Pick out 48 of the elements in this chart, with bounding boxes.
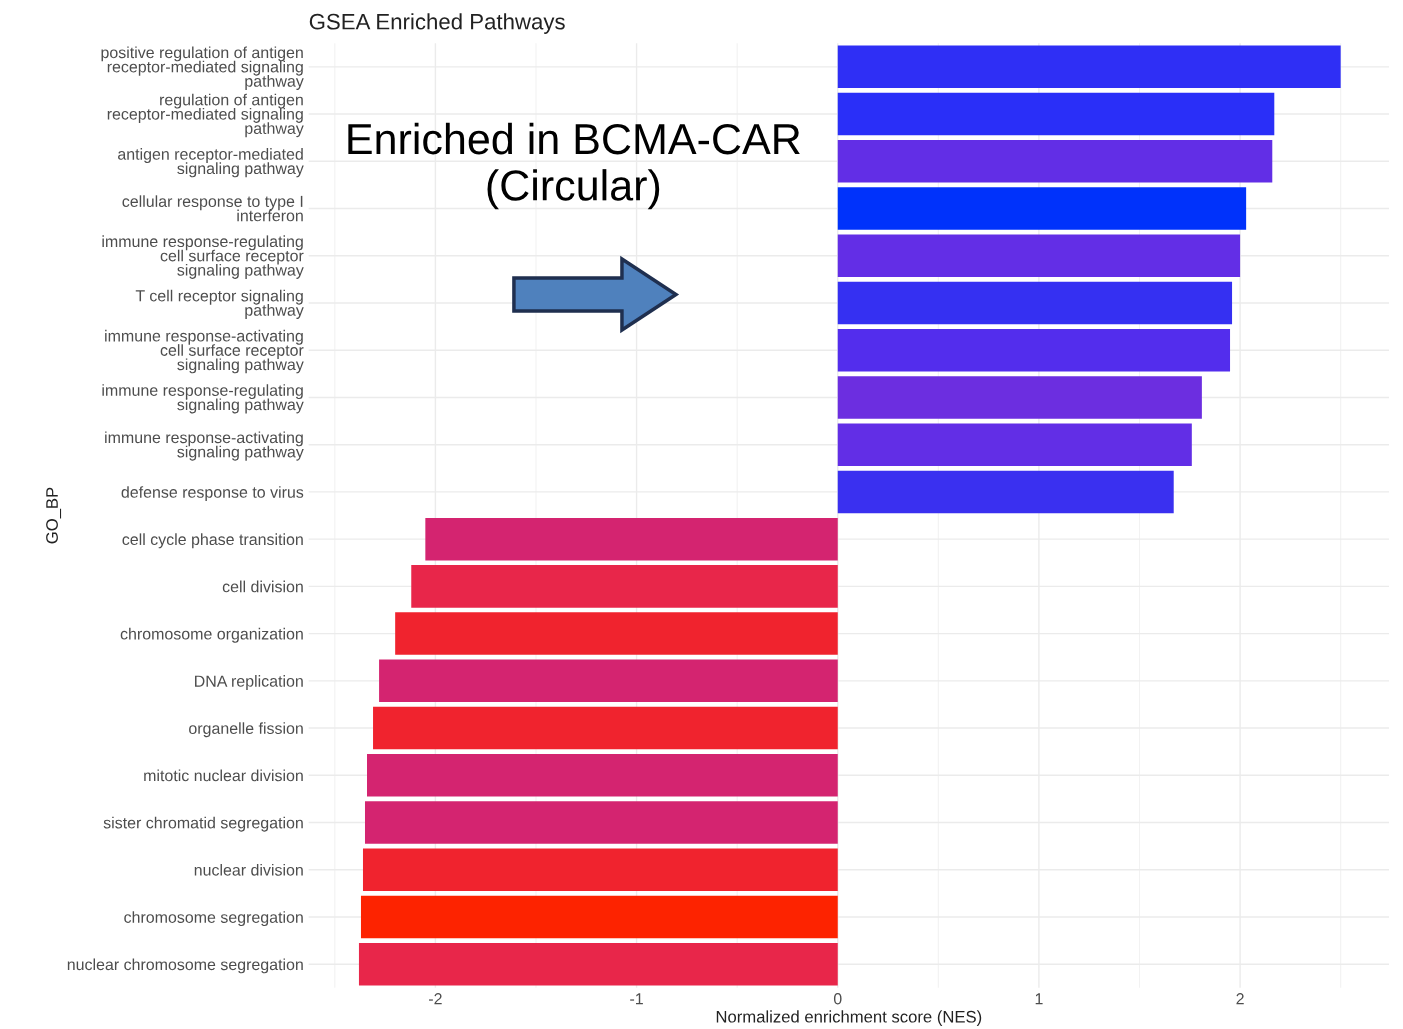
x-tick-label: -2 (429, 993, 442, 1005)
bar (837, 45, 1341, 89)
bar (837, 234, 1241, 278)
y-tick-label: cellular response to type I interferon (122, 195, 303, 222)
y-tick-label: sister chromatid segregation (103, 816, 303, 832)
bar (837, 376, 1202, 419)
y-tick-label: cell division (222, 580, 303, 593)
y-tick-label: T cell receptor signaling pathway (135, 289, 304, 319)
y-tick-label: chromosome organization (120, 627, 303, 643)
y-tick-label: mitotic nuclear division (144, 769, 303, 782)
bar (837, 328, 1231, 372)
bar (360, 895, 838, 939)
bar (411, 565, 838, 608)
bar (837, 470, 1174, 514)
bar (379, 659, 838, 703)
bar (425, 517, 838, 561)
bar (358, 942, 838, 986)
y-tick-label: immune response-activating signaling pathway (105, 431, 304, 461)
y-tick-label: nuclear chromosome segregation (67, 958, 303, 974)
y-axis-title: GO_BP (46, 487, 62, 544)
y-tick-label: antigen receptor-mediated signaling pathway (118, 148, 304, 178)
y-tick-label: immune response-regulating cell surface receptor signaling pathway (102, 235, 304, 279)
bar (837, 92, 1275, 136)
x-axis-title: Normalized enrichment score (NES) (716, 1010, 982, 1026)
y-tick-label: chromosome segregation (124, 911, 303, 927)
y-tick-label: immune response-activating cell surface receptor signaling pathway (105, 329, 304, 374)
bar (362, 848, 838, 892)
y-tick-label: nuclear division (194, 863, 303, 876)
bar (364, 801, 838, 844)
x-tick-label: 0 (833, 993, 842, 1005)
y-tick-label: DNA replication (195, 675, 303, 690)
annotation: Enriched in BCMA-CAR (Circular) (348, 122, 800, 210)
bar (395, 612, 838, 655)
bar (837, 187, 1247, 230)
bar (837, 140, 1273, 183)
bar (367, 754, 838, 797)
y-tick-label: organelle fission (189, 722, 303, 738)
chart-title: GSEA Enriched Pathways (309, 13, 565, 34)
bar (837, 281, 1233, 325)
y-tick-label: defense response to virus (121, 486, 304, 502)
x-tick-label: -1 (630, 993, 643, 1005)
x-tick-label: 1 (1035, 993, 1043, 1005)
y-tick-label: immune response-regulating signaling pathway (102, 384, 304, 414)
y-tick-label: regulation of antigen receptor-mediated signaling pathway (107, 93, 304, 138)
bar (373, 706, 838, 750)
x-tick-label: 2 (1236, 993, 1244, 1005)
y-tick-label: cell cycle phase transition (122, 533, 303, 549)
bar (837, 423, 1192, 466)
